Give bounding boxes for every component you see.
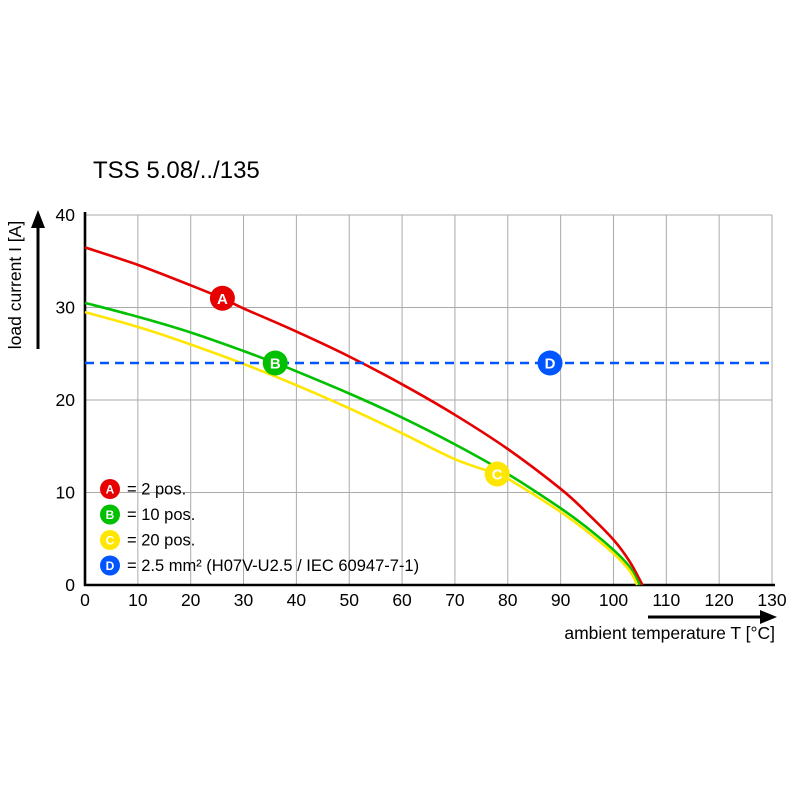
legend-marker — [100, 530, 120, 550]
legend-text: = 2 pos. — [127, 481, 186, 499]
legend-item-a: A = 2 pos. — [100, 479, 186, 499]
x-tick-label: 120 — [705, 590, 734, 610]
x-axis-arrow-head — [760, 610, 777, 624]
y-tick-label: 0 — [65, 575, 75, 595]
x-tick-label: 110 — [652, 590, 680, 610]
x-tick-label: 40 — [287, 590, 307, 610]
chart-title: TSS 5.08/../135 — [93, 157, 260, 184]
marker-letter: D — [545, 356, 556, 373]
legend-letter: D — [106, 559, 115, 573]
legend-item-b: B = 10 pos. — [100, 504, 195, 525]
curve-marker-b: B — [262, 350, 288, 376]
x-tick-label: 30 — [234, 590, 254, 610]
legend-text: = 2.5 mm² (H07V-U2.5 / IEC 60947-7-1) — [127, 557, 419, 575]
x-tick-label: 50 — [339, 590, 359, 610]
marker-circle — [262, 350, 288, 376]
curve-marker-d: D — [537, 350, 563, 376]
curve-c — [84, 310, 639, 586]
y-axis-label-group: load current I [A] — [5, 210, 45, 349]
curve-marker-c: C — [484, 461, 510, 487]
x-tick-label: 100 — [599, 590, 628, 610]
x-tick-label: 70 — [445, 590, 465, 610]
y-tick-label: 10 — [56, 483, 76, 503]
legend-letter: B — [106, 508, 115, 522]
x-tick-label: 0 — [80, 590, 90, 610]
legend-letter: C — [106, 534, 115, 548]
y-axis-label: load current I [A] — [5, 221, 25, 349]
y-tick-label: 20 — [56, 390, 76, 410]
marker-circle — [537, 350, 563, 376]
x-tick-label: 90 — [551, 590, 571, 610]
legend-letter: A — [106, 483, 115, 497]
y-tick-label: 30 — [56, 298, 76, 318]
legend-item-c: C = 20 pos. — [100, 530, 195, 550]
x-tick-label: 80 — [498, 590, 518, 610]
x-tick-labels: 0 10 20 30 40 50 60 70 80 90 100 110 120 130 — [80, 590, 787, 610]
marker-letter: A — [217, 291, 228, 308]
x-tick-label: 130 — [757, 590, 786, 610]
curve-b — [84, 301, 642, 586]
x-tick-label: 20 — [181, 590, 201, 610]
legend-text: = 20 pos. — [127, 532, 195, 550]
marker-letter: C — [492, 467, 503, 484]
curve-a — [84, 246, 644, 586]
curve-marker-a: A — [209, 285, 235, 311]
legend-marker — [100, 555, 120, 576]
x-tick-label: 60 — [392, 590, 412, 610]
x-tick-label: 10 — [128, 590, 148, 610]
marker-letter: B — [270, 356, 281, 373]
x-axis-label-group: ambient temperature T [°C] — [564, 610, 777, 643]
marker-circle — [209, 285, 235, 311]
legend-text: = 10 pos. — [127, 506, 195, 524]
legend: A = 2 pos. B = 10 pos. C = 20 pos. D = 2.5 mm² … — [100, 479, 419, 576]
y-tick-label: 40 — [56, 205, 76, 225]
legend-marker — [100, 504, 120, 525]
legend-item-d: D = 2.5 mm² (H07V-U2.5 / IEC 60947-7-1) — [100, 555, 419, 576]
x-axis-label: ambient temperature T [°C] — [564, 623, 775, 643]
y-axis-arrow-head — [31, 210, 45, 228]
legend-marker — [100, 479, 120, 499]
marker-circle — [484, 461, 510, 487]
y-tick-labels: 0 10 20 30 40 — [56, 205, 76, 595]
